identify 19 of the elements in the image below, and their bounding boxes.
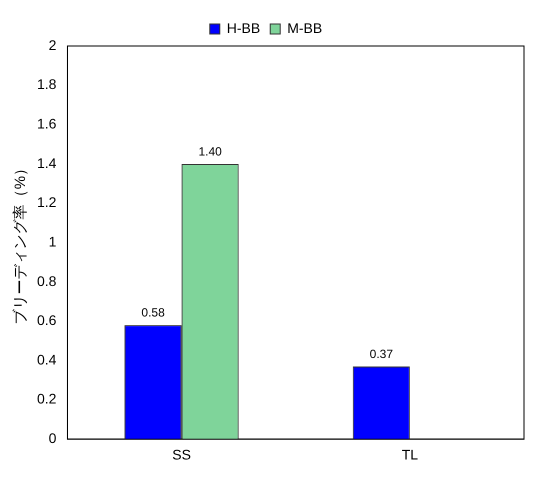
y-tick-label: 1 [48, 233, 57, 250]
y-tick-label: 1.8 [36, 76, 57, 92]
y-tick-label: 0.8 [36, 272, 57, 289]
y-tick-label: 0.4 [36, 351, 57, 368]
data-label: 1.40 [198, 144, 222, 158]
y-tick-label: 2 [48, 36, 57, 53]
data-label: 0.58 [141, 305, 166, 320]
y-axis-title: ブリーディング率（%） [12, 160, 30, 324]
y-tick-label: 1.2 [36, 194, 57, 210]
legend-label: H-BB [226, 20, 260, 36]
data-label: 0.37 [370, 346, 394, 361]
y-tick-label: 0.2 [36, 390, 57, 407]
x-tick-label: SS [172, 446, 191, 462]
y-tick-label: 1.6 [36, 116, 57, 132]
y-tick-label: 0.6 [36, 312, 57, 328]
x-tick-label: TL [402, 446, 418, 462]
legend-label: M-BB [287, 20, 322, 36]
y-tick-label: 0 [48, 430, 57, 446]
y-tick-label: 1.4 [36, 154, 57, 171]
